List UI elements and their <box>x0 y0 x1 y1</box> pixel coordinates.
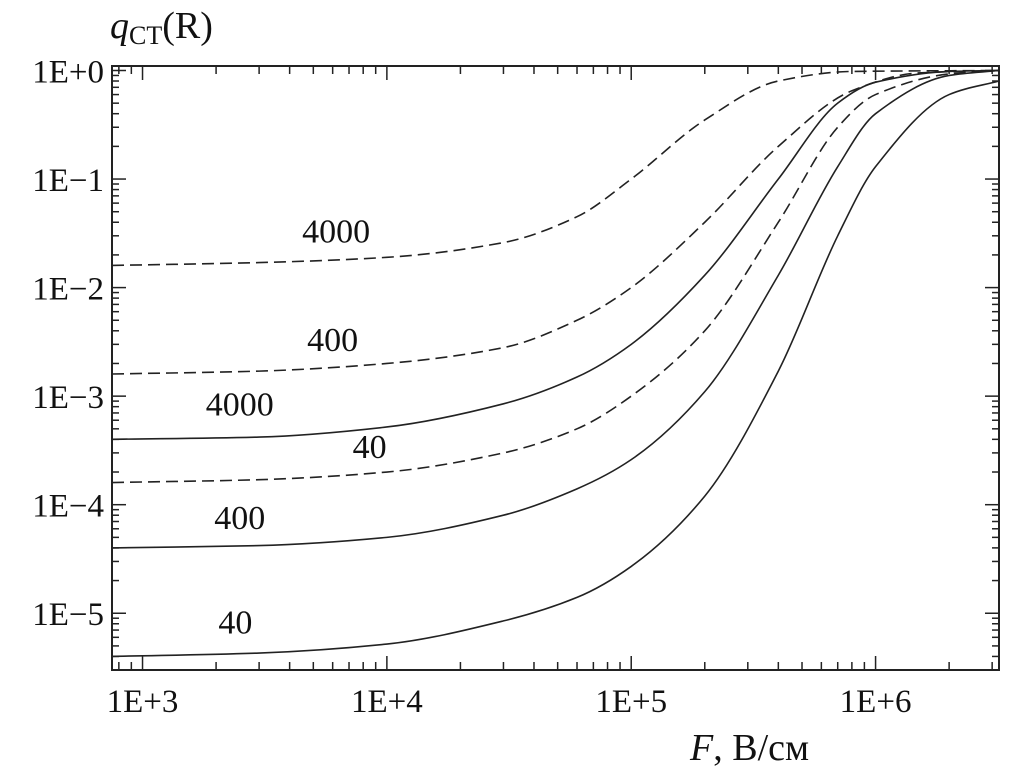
y-tick-label: 1E−2 <box>32 272 104 308</box>
axis-tick-labels: 1E+3 1E+4 1E+5 1E+6 1E+0 1E−1 1E−2 1E−3 1E−4 1E−5 <box>32 54 911 720</box>
y-axis-title-argument: (R) <box>162 5 213 47</box>
y-axis-title-symbol: q <box>110 5 129 47</box>
curve-label-solid-400: 400 <box>214 500 265 537</box>
x-axis-title: F, В/см <box>689 727 809 769</box>
curve-label-solid-4000: 4000 <box>206 387 274 424</box>
y-axis-title-subscript: CT <box>129 21 162 50</box>
curve-label-dashed-40: 40 <box>353 429 387 466</box>
y-tick-label: 1E−5 <box>32 597 104 633</box>
plot-frame <box>111 65 1000 671</box>
curve-label-dashed-400: 400 <box>307 322 358 359</box>
axis-ticks <box>112 66 999 671</box>
series-line-dashed-4000 <box>111 69 1000 267</box>
series-line-dashed-40 <box>111 69 1000 484</box>
svg-text:F, В/см: F, В/см <box>689 727 809 769</box>
y-tick-label: 1E−1 <box>32 163 104 199</box>
x-axis-title-unit: , В/см <box>713 727 809 769</box>
curve-label-dashed-4000: 4000 <box>302 214 370 251</box>
y-tick-label: 1E+0 <box>32 54 104 90</box>
x-axis-title-symbol: F <box>689 727 714 769</box>
series-line-solid-400 <box>111 69 1000 549</box>
x-tick-label: 1E+4 <box>351 684 423 720</box>
x-tick-label: 1E+6 <box>840 684 912 720</box>
y-tick-label: 1E−4 <box>32 489 104 525</box>
y-tick-label: 1E−3 <box>32 380 104 416</box>
x-tick-label: 1E+3 <box>107 684 179 720</box>
curves <box>111 69 1000 658</box>
curve-label-solid-40: 40 <box>218 605 252 642</box>
series-line-solid-40 <box>111 80 1000 658</box>
svg-text:qCT(R): qCT(R) <box>110 5 213 50</box>
series-line-dashed-400 <box>111 69 1000 375</box>
y-axis-title: qCT(R) <box>110 5 213 50</box>
curve-labels: 4000 400 4000 40 400 40 <box>206 214 387 642</box>
x-tick-label: 1E+5 <box>595 684 667 720</box>
series-line-solid-4000 <box>111 69 1000 441</box>
